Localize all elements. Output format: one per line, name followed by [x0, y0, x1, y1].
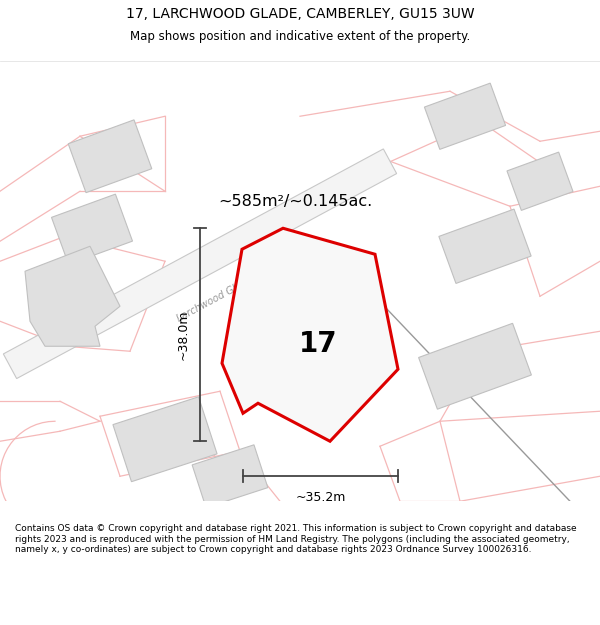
Polygon shape	[419, 323, 532, 409]
Polygon shape	[424, 83, 506, 149]
Text: ~585m²/~0.145ac.: ~585m²/~0.145ac.	[218, 194, 372, 209]
Polygon shape	[192, 445, 268, 508]
Text: ~35.2m: ~35.2m	[295, 491, 346, 504]
Text: ~38.0m: ~38.0m	[177, 309, 190, 360]
Polygon shape	[222, 228, 398, 441]
Text: Contains OS data © Crown copyright and database right 2021. This information is : Contains OS data © Crown copyright and d…	[15, 524, 577, 554]
Polygon shape	[439, 209, 531, 283]
Polygon shape	[507, 152, 573, 211]
Polygon shape	[52, 194, 133, 264]
Text: 17, LARCHWOOD GLADE, CAMBERLEY, GU15 3UW: 17, LARCHWOOD GLADE, CAMBERLEY, GU15 3UW	[125, 7, 475, 21]
Polygon shape	[25, 246, 120, 346]
Polygon shape	[113, 397, 217, 482]
Polygon shape	[4, 149, 397, 379]
Text: Map shows position and indicative extent of the property.: Map shows position and indicative extent…	[130, 30, 470, 43]
Polygon shape	[68, 120, 152, 192]
Text: Larchwood Glade: Larchwood Glade	[175, 275, 254, 324]
Text: 17: 17	[299, 330, 337, 358]
